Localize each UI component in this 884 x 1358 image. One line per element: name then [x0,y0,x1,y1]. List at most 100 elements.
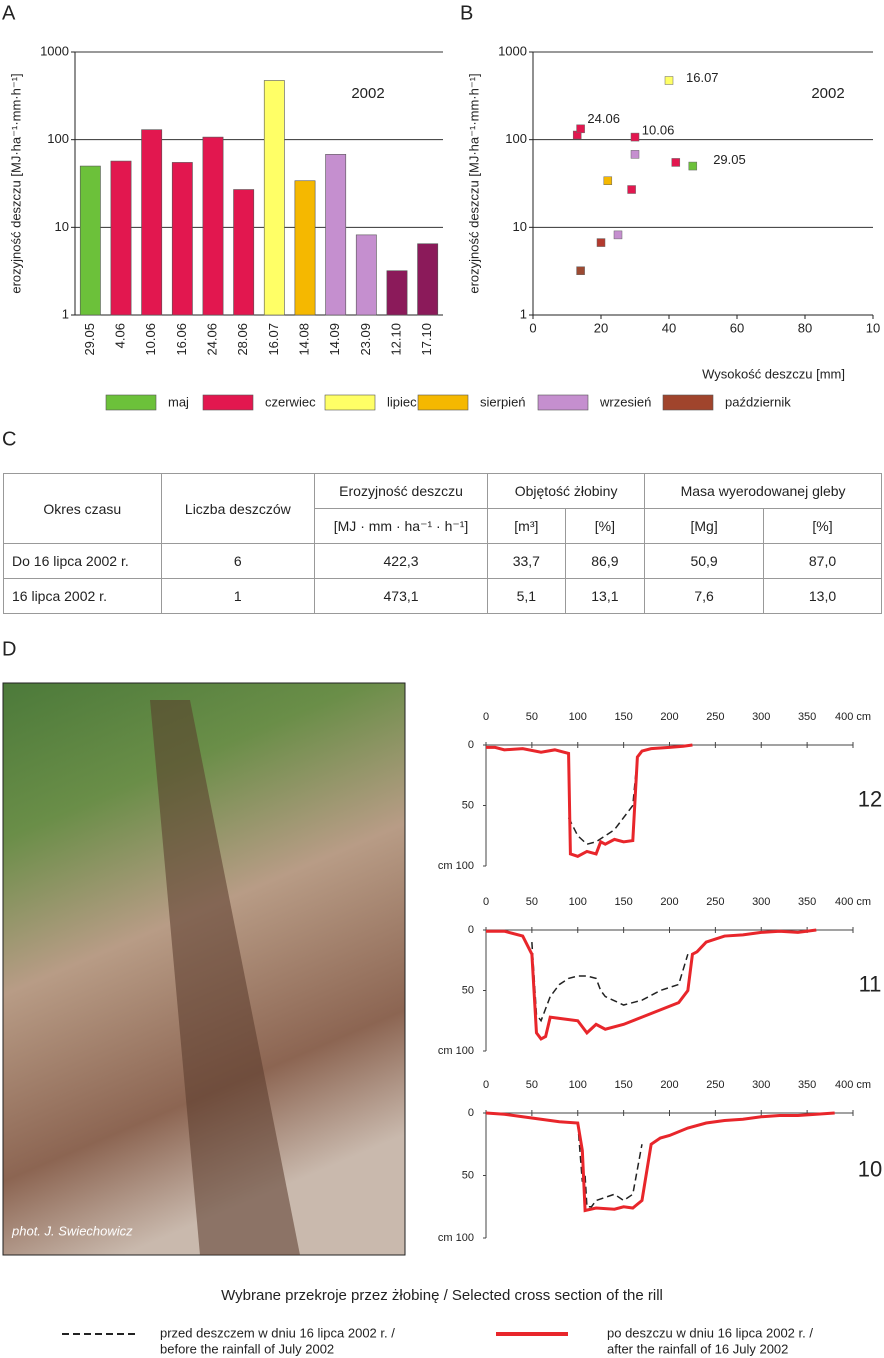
x-tick-label: 0 [483,1079,489,1091]
x-tick-label: 4.06 [112,323,127,348]
x-tick-label: 14.08 [296,323,311,356]
x-tick-label: 300 [752,711,770,723]
x-tick-label: 400 cm [835,711,871,723]
x-tick-label: 400 cm [835,1079,871,1091]
x-tick-label: 200 [660,896,678,908]
legend-swatch [537,394,589,411]
point-label: 29.05 [713,152,746,167]
x-tick-label: 28.06 [235,323,250,356]
x-tick-label: 0 [483,711,489,723]
table-cell: 5,1 [487,578,566,614]
bar [294,180,316,316]
x-tick-label: 10.06 [143,323,158,356]
x-tick-label: 150 [614,711,632,723]
x-tick-label: 16.06 [174,323,189,356]
point [688,161,698,171]
bar [202,136,224,316]
table-cell: 473,1 [314,578,489,614]
y-tick-label: 50 [462,799,474,811]
legend-label: po deszczu w dniu 16 lipca 2002 r. / [607,1325,813,1340]
x-tick-label: 20 [594,320,608,335]
y-tick-label: 1000 [498,43,527,58]
y-tick-label: cm 100 [438,1045,474,1057]
x-tick-label: 250 [706,896,724,908]
legend-label: czerwiec [265,394,316,409]
y-tick-label: 50 [462,984,474,996]
point [576,266,585,275]
point-label: 24.06 [587,111,620,126]
legend-swatch [105,394,157,411]
y-tick-label: 10 [55,219,69,234]
photo-credit: phot. J. Swiechowicz [11,1223,133,1238]
caption: Wybrane przekroje przez żłobinę / Select… [221,1287,663,1304]
bar [110,160,132,316]
profile-line [577,1122,643,1208]
legend-label: before the rainfall of July 2002 [160,1341,334,1356]
x-tick-label: 350 [798,896,816,908]
bar [171,162,193,316]
x-tick-label: 50 [526,896,538,908]
y-tick-label: 0 [468,1107,474,1119]
profile-number: 11 [859,971,882,996]
panel-label: A [2,2,16,24]
table-header: Masa wyerodowanej gleby [644,473,882,509]
point [671,158,681,167]
point [627,185,636,194]
y-tick-label: 1 [520,306,527,321]
bar [79,165,101,316]
point [664,76,674,85]
y-tick-label: 0 [468,739,474,751]
profile-line [485,1111,835,1213]
y-tick-label: 1000 [40,43,69,58]
bar [325,154,347,316]
y-tick-label: cm 100 [438,1232,474,1244]
bar [355,234,377,316]
y-tick-label: cm 100 [438,860,474,872]
y-tick-label: 1 [62,306,69,321]
point [630,132,640,142]
x-tick-label: 14.09 [327,323,342,356]
legend-swatch [202,394,254,411]
x-tick-label: 50 [526,711,538,723]
bar [263,80,285,316]
x-tick-label: 100 [569,896,587,908]
x-tick-label: 200 [660,1079,678,1091]
bar [233,189,255,316]
x-tick-label: 300 [752,896,770,908]
x-tick-label: 24.06 [204,323,219,356]
table-header: Erozyjność deszczu [314,473,489,509]
x-tick-label: 350 [798,1079,816,1091]
point-label: 10.06 [642,123,675,138]
x-tick-label: 40 [662,320,676,335]
x-tick-label: 200 [660,711,678,723]
y-axis-title: erozyjność deszczu [MJ·ha⁻¹·mm·h⁻¹] [466,73,481,293]
x-tick-label: 100 [569,1079,587,1091]
table-cell: 13,1 [564,578,646,614]
point [576,124,585,134]
x-tick-label: 17.10 [419,323,434,356]
table-cell: 6 [160,543,316,579]
table-header: Okres czasu [3,473,162,544]
profile-line [531,942,689,1023]
x-tick-label: 250 [706,711,724,723]
x-tick-label: 350 [798,711,816,723]
panel-label: B [460,2,473,24]
table-unit: [%] [763,508,882,544]
x-tick-label: 29.05 [82,323,97,356]
x-tick-label: 60 [730,320,744,335]
table-unit: [%] [564,508,646,544]
annotation: 2002 [811,85,844,102]
point [603,176,613,185]
table-cell: 7,6 [644,578,765,614]
legend-label: przed deszczem w dniu 16 lipca 2002 r. / [160,1325,395,1340]
table-cell: 33,7 [487,543,566,579]
x-tick-label: 400 cm [835,896,871,908]
table-cell: 50,9 [644,543,765,579]
x-tick-label: 300 [752,1079,770,1091]
table-header: Objętość żłobiny [487,473,646,509]
y-tick-label: 10 [513,219,527,234]
point [613,230,623,240]
profile-line [567,757,639,846]
